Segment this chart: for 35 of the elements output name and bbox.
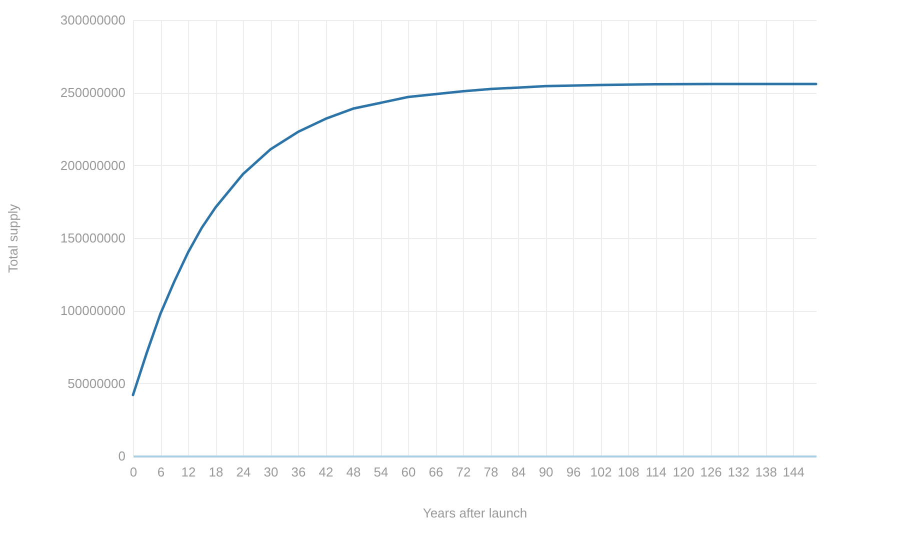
y-tick-label: 150000000: [60, 230, 126, 246]
x-tick-label: 66: [428, 464, 444, 480]
x-tick-label: 48: [346, 464, 361, 480]
x-tick-label: 36: [291, 464, 306, 480]
x-tick-label: 72: [456, 464, 471, 480]
x-tick-label: 60: [401, 464, 416, 480]
x-tick-label: 24: [236, 464, 251, 480]
y-axis-title: Total supply: [5, 204, 20, 273]
x-tick-label: 90: [538, 464, 554, 480]
x-tick-label: 0: [130, 464, 138, 480]
y-tick-label: 0: [118, 448, 126, 464]
x-axis-title: Years after launch: [422, 506, 528, 520]
y-tick-label: 300000000: [60, 12, 126, 28]
x-tick-label: 18: [208, 464, 224, 480]
x-tick-label: 12: [181, 464, 196, 480]
x-tick-label: 78: [484, 464, 498, 480]
x-tick-label: 30: [264, 464, 278, 480]
y-tick-label: 200000000: [60, 158, 126, 173]
x-tick-label: 108: [618, 464, 640, 480]
x-tick-label: 42: [318, 464, 334, 480]
y-tick-label: 100000000: [60, 303, 126, 318]
y-tick-label: 50000000: [68, 376, 126, 391]
x-tick-label: 102: [590, 464, 612, 480]
x-tick-label: 6: [157, 464, 165, 480]
x-tick-label: 84: [511, 464, 526, 480]
x-tick-label: 138: [755, 464, 777, 480]
x-tick-label: 114: [646, 464, 666, 480]
x-tick-label: 54: [374, 464, 388, 480]
x-tick-label: 126: [700, 464, 722, 480]
line-series: [132, 82, 818, 396]
x-tick-label: 144: [782, 464, 804, 480]
x-tick-label: 96: [566, 464, 581, 480]
x-tick-label: 120: [672, 464, 694, 480]
x-tick-label: 132: [728, 464, 750, 480]
y-tick-label: 250000000: [60, 85, 126, 100]
